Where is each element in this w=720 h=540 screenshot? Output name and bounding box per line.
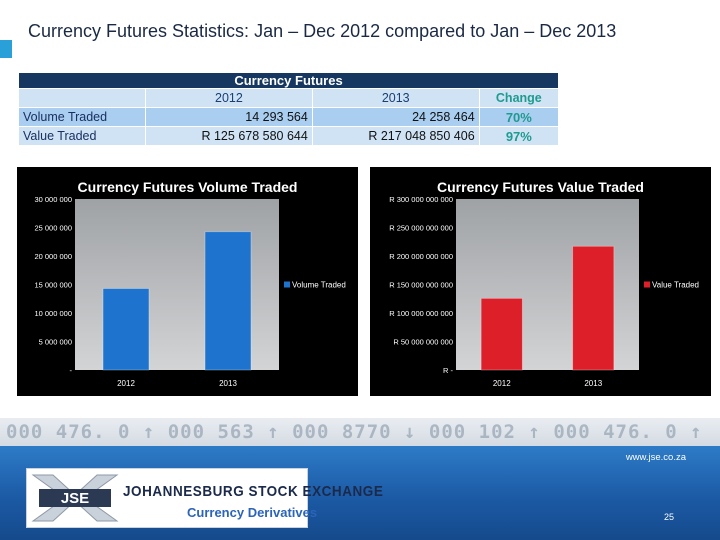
jse-logo: JSE JOHANNESBURG STOCK EXCHANGE Currency… — [26, 468, 383, 528]
table-caption: Currency Futures — [18, 72, 559, 89]
exchange-name: JOHANNESBURG STOCK EXCHANGE — [123, 483, 384, 500]
cell-2012: 14 293 564 — [145, 107, 313, 127]
website-link[interactable]: www.jse.co.za — [625, 452, 686, 463]
chart-title: Currency Futures Volume Traded — [78, 179, 298, 195]
y-tick-label: R 50 000 000 000 — [393, 338, 453, 347]
title-accent-bar — [0, 40, 12, 58]
bar-2012 — [102, 288, 150, 371]
table-header-change: Change — [478, 88, 560, 108]
jse-mark-text: JSE — [61, 490, 89, 507]
table-row: Volume Traded 14 293 564 24 258 464 70% — [18, 107, 560, 127]
x-tick-label: 2012 — [493, 379, 511, 388]
legend-swatch — [284, 281, 290, 288]
row-label: Value Traded — [18, 126, 146, 146]
ticker-banner: 000 476. 0 ↑ 000 563 ↑ 000 8770 ↓ 000 10… — [0, 418, 720, 446]
legend-swatch — [644, 281, 650, 288]
chart-svg: Currency Futures Volume Traded - 5 000 000… — [34, 179, 346, 388]
table-header-2012: 2012 — [145, 88, 313, 108]
y-tick-label: 5 000 000 — [39, 338, 72, 347]
y-tick-label: R 300 000 000 000 — [389, 195, 453, 204]
y-tick-label: R 150 000 000 000 — [389, 281, 453, 290]
cell-2013: 24 258 464 — [311, 107, 480, 127]
x-tick-label: 2013 — [219, 379, 237, 388]
y-tick-label: 15 000 000 — [34, 281, 72, 290]
cell-change: 70% — [478, 107, 560, 127]
y-tick-label: - — [70, 366, 73, 375]
chart-svg: Currency Futures Value Traded R - R 50 000… — [389, 179, 699, 388]
footer-band: www.jse.co.za JSE JOHANNESBURG STOCK EXC… — [0, 446, 720, 540]
page-number: 25 — [663, 512, 674, 522]
legend-label: Value Traded — [652, 281, 699, 290]
y-tick-label: R - — [443, 366, 454, 375]
x-tick-label: 2013 — [584, 379, 602, 388]
y-tick-label: R 200 000 000 000 — [389, 252, 453, 261]
table-header-blank — [18, 88, 146, 108]
y-tick-label: 30 000 000 — [34, 195, 72, 204]
row-label: Volume Traded — [18, 107, 146, 127]
chart-title: Currency Futures Value Traded — [437, 179, 644, 195]
cell-change: 97% — [478, 126, 560, 146]
ticker-text: 000 476. 0 ↑ 000 563 ↑ 000 8770 ↓ 000 10… — [6, 421, 703, 443]
x-tick-label: 2012 — [117, 379, 135, 388]
y-tick-label: R 100 000 000 000 — [389, 309, 453, 318]
bar-2012 — [480, 297, 523, 371]
slide-title: Currency Futures Statistics: Jan – Dec 2… — [28, 21, 617, 41]
cell-2012: R 125 678 580 644 — [145, 126, 313, 146]
legend-label: Volume Traded — [292, 281, 346, 290]
table-header-2013: 2013 — [311, 88, 480, 108]
table-row: Value Traded R 125 678 580 644 R 217 048… — [18, 126, 560, 146]
jse-x-mark-icon: JSE — [31, 474, 119, 522]
futures-summary-table: Currency Futures 2012 2013 Change Volume… — [18, 72, 560, 146]
cell-2013: R 217 048 850 406 — [311, 126, 480, 146]
value-traded-chart: Currency Futures Value Traded R - R 50 000… — [370, 167, 711, 396]
volume-traded-chart: Currency Futures Volume Traded - 5 000 000… — [17, 167, 358, 396]
y-tick-label: R 250 000 000 000 — [389, 224, 453, 233]
bar-2013 — [572, 245, 615, 371]
y-tick-label: 25 000 000 — [34, 224, 72, 233]
division-name: Currency Derivatives — [187, 505, 318, 520]
y-tick-label: 20 000 000 — [34, 252, 72, 261]
y-tick-label: 10 000 000 — [34, 309, 72, 318]
bar-2013 — [204, 231, 252, 371]
